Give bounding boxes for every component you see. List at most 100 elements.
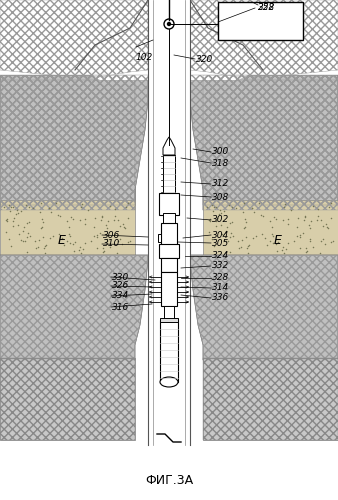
Bar [159, 193, 179, 215]
Point [276, 238, 281, 246]
Point [71, 247, 76, 255]
Point [273, 240, 278, 248]
Point [10, 217, 16, 225]
Point [282, 202, 287, 210]
Text: 316: 316 [112, 302, 129, 312]
Point [100, 248, 106, 256]
Point [228, 230, 234, 237]
Point [212, 242, 217, 250]
Point [1, 203, 6, 211]
Point [94, 231, 100, 239]
Point [82, 220, 88, 228]
Point [301, 229, 306, 237]
Point [24, 201, 29, 209]
Point [240, 236, 245, 244]
Point [92, 223, 97, 231]
Bar [0, 358, 135, 440]
Polygon shape [0, 255, 148, 360]
Bar [203, 200, 338, 255]
Point [48, 234, 53, 241]
Point [40, 222, 45, 230]
Point [100, 212, 105, 220]
Point [303, 212, 308, 220]
Point [53, 200, 59, 207]
Point [259, 211, 264, 219]
Point [223, 227, 229, 235]
Point [4, 216, 10, 224]
Point [49, 208, 54, 216]
Bar [0, 0, 148, 80]
Point [26, 230, 31, 237]
Point [208, 216, 213, 224]
Point [8, 208, 13, 216]
Point [20, 238, 26, 246]
Point [294, 232, 300, 239]
Point [316, 212, 321, 220]
Point [105, 216, 111, 224]
Point [308, 224, 313, 232]
Text: 336: 336 [212, 294, 229, 302]
Point [116, 238, 121, 246]
Point [308, 236, 313, 244]
Point [315, 205, 320, 213]
Point [241, 224, 246, 232]
Point [324, 223, 330, 231]
Point [16, 230, 21, 238]
Text: 326: 326 [112, 282, 129, 290]
Polygon shape [190, 255, 338, 360]
Point [285, 239, 290, 247]
Point [78, 248, 83, 256]
Point [326, 204, 331, 212]
Point [12, 214, 17, 222]
Text: E: E [274, 234, 282, 246]
Bar [159, 244, 179, 258]
Point [295, 223, 300, 231]
Point [318, 248, 323, 256]
Polygon shape [80, 70, 148, 80]
Bar [0, 0, 148, 75]
Point [57, 212, 63, 220]
Polygon shape [190, 35, 238, 80]
Point [310, 202, 316, 210]
Point [251, 208, 257, 216]
Point [284, 244, 289, 252]
Point [64, 237, 69, 245]
Point [77, 216, 83, 224]
Point [98, 216, 104, 224]
Polygon shape [0, 0, 148, 77]
Point [227, 248, 233, 256]
Point [331, 236, 336, 244]
Point [104, 220, 109, 228]
Polygon shape [163, 137, 175, 155]
Point [246, 241, 251, 249]
Bar [203, 75, 338, 205]
Point [215, 214, 220, 222]
Point [280, 246, 285, 254]
Point [219, 221, 224, 229]
Point [297, 231, 303, 239]
Point [289, 206, 294, 214]
Point [229, 203, 234, 211]
Point [227, 201, 232, 209]
Point [24, 232, 29, 240]
Point [9, 242, 14, 250]
Point [256, 200, 262, 207]
Point [303, 248, 309, 256]
Point [22, 237, 28, 245]
Text: 308: 308 [212, 192, 229, 202]
Point [19, 208, 24, 216]
Point [227, 232, 232, 240]
Point [267, 237, 272, 245]
Point [329, 238, 334, 246]
Point [24, 219, 29, 227]
Point [77, 244, 83, 252]
Bar [190, 0, 338, 80]
Polygon shape [100, 35, 148, 80]
Point [100, 212, 105, 220]
Point [104, 236, 110, 244]
Text: E: E [58, 234, 66, 246]
Bar [190, 0, 338, 80]
Point [21, 224, 26, 232]
Point [212, 203, 217, 211]
Point [6, 201, 11, 209]
